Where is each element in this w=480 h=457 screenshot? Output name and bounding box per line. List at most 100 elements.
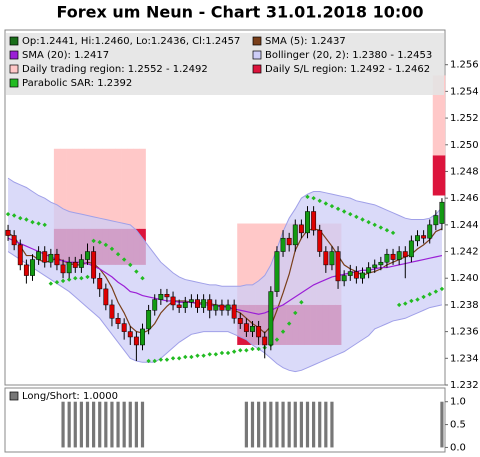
candle-body <box>97 277 103 290</box>
sar-dot <box>372 222 377 228</box>
sar-dot <box>115 252 121 257</box>
sar-dot <box>225 350 231 356</box>
legend-label: SMA (20): 1.2417 <box>22 50 109 61</box>
sar-dot <box>158 357 164 362</box>
candle-body <box>78 259 84 268</box>
candle-body <box>286 237 292 246</box>
sar-dot <box>176 356 182 361</box>
indicator-legend-label: Long/Short: 1.0000 <box>22 391 118 402</box>
candle-body <box>439 201 445 224</box>
legend-swatch <box>252 50 262 60</box>
region-segment <box>432 155 440 196</box>
sar-dot <box>152 358 157 364</box>
sar-dot <box>66 277 72 282</box>
legend-swatch <box>9 50 19 60</box>
y-tick-label: 1.242 <box>450 247 479 258</box>
indicator-bar <box>122 401 126 448</box>
candle-body <box>366 267 372 274</box>
region-segment <box>127 148 134 229</box>
indicator-bar <box>116 401 120 448</box>
sar-dot <box>366 219 371 225</box>
candle-body <box>66 261 72 274</box>
sar-dot <box>286 321 292 326</box>
sar-dot <box>189 354 194 360</box>
candle-body <box>133 336 139 346</box>
y-tick-label: 1.234 <box>450 353 479 364</box>
sar-dot <box>121 257 127 262</box>
sar-dot <box>421 294 426 300</box>
region-segment <box>108 148 116 229</box>
sar-dot <box>335 206 341 212</box>
candle-body <box>176 304 182 308</box>
candle-body <box>60 264 66 274</box>
indicator-legend-swatch <box>9 391 19 401</box>
region-segment <box>115 148 122 229</box>
sar-dot <box>134 269 139 274</box>
candle-body <box>415 235 420 242</box>
sar-dot <box>317 198 322 204</box>
candle-body <box>152 299 158 311</box>
candle-body <box>11 235 17 246</box>
candle-body <box>347 271 353 276</box>
region-segment <box>438 75 446 156</box>
indicator-bar <box>250 401 255 448</box>
sar-dot <box>60 278 66 284</box>
legend-swatch <box>9 64 19 74</box>
legend-label: Op:1.2441, Hi:1.2460, Lo:1.2436, Cl:1.24… <box>22 36 240 47</box>
sar-dot <box>293 310 298 316</box>
legend-box <box>6 33 444 95</box>
sar-dot <box>378 225 384 230</box>
sar-dot <box>341 209 347 214</box>
region-segment <box>261 223 269 305</box>
sar-dot <box>24 217 29 222</box>
candle-body <box>5 229 11 236</box>
candle-body <box>48 253 54 263</box>
sar-dot <box>390 230 396 236</box>
region-segment <box>72 148 79 229</box>
sar-dot <box>146 358 151 364</box>
candle-body <box>360 272 365 279</box>
candle-body <box>103 288 109 306</box>
sar-dot <box>299 300 304 305</box>
candle-body <box>219 304 225 311</box>
region-segment <box>102 148 110 229</box>
candle-body <box>402 251 408 258</box>
region-segment <box>66 148 73 229</box>
candle-body <box>231 304 237 319</box>
candle-body <box>305 211 310 234</box>
candle-body <box>23 264 29 276</box>
sar-dot <box>85 274 90 280</box>
indicator-bar <box>324 401 328 448</box>
region-segment <box>96 148 104 229</box>
sar-dot <box>433 289 439 294</box>
candle-body <box>201 299 207 308</box>
legend-label: Daily trading region: 1.2552 - 1.2492 <box>22 64 208 75</box>
sar-dot <box>103 242 109 248</box>
y-tick-label: 1.238 <box>450 300 479 311</box>
candle-body <box>30 259 35 276</box>
bollinger-upper <box>7 177 443 287</box>
legend-swatch <box>252 36 262 46</box>
indicator-bar <box>299 401 303 448</box>
candle-body <box>121 323 127 332</box>
indicator-bar <box>293 401 297 448</box>
candle-body <box>311 211 317 231</box>
indicator-bar <box>73 401 77 448</box>
sar-dot <box>219 350 225 356</box>
indicator-bar <box>61 401 65 448</box>
sar-dot <box>42 222 47 228</box>
candle-body <box>54 253 60 266</box>
candle-body <box>140 328 145 346</box>
sar-dot <box>18 215 23 221</box>
sar-dot <box>403 301 408 306</box>
candle-body <box>109 304 115 319</box>
sar-dot <box>348 211 353 217</box>
candle-body <box>164 293 170 298</box>
y-tick-label: 1.248 <box>450 166 479 177</box>
y-tick-label: 1.246 <box>450 193 479 204</box>
indicator-bar <box>269 401 273 448</box>
y-tick-label: 1.240 <box>450 273 479 284</box>
indicator-bar <box>110 401 114 448</box>
candle-body <box>329 251 335 266</box>
